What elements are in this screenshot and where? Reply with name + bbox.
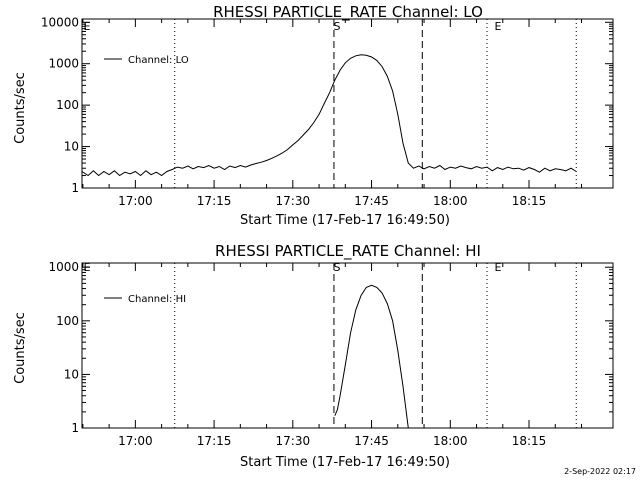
series	[81, 54, 577, 177]
guide-lines	[174, 19, 577, 188]
panel-hi: RHESSI PARTICLE_RATE Channel: HI Counts/…	[13, 242, 614, 470]
series-line	[81, 54, 577, 177]
x-tick-label: 17:15	[197, 194, 232, 208]
legend-label: Channel: HI	[128, 294, 186, 305]
timestamp: 2-Sep-2022 02:17	[564, 467, 636, 476]
x-tick-label: 18:00	[433, 194, 468, 208]
end-marker-label: E	[495, 20, 502, 33]
y-tick-label: 10	[64, 367, 79, 381]
y-axis-label: Counts/sec	[13, 72, 28, 144]
x-tick-label: 17:30	[276, 434, 311, 448]
x-tick-label: 17:15	[197, 434, 232, 448]
series	[334, 284, 409, 429]
x-tick-label: 17:45	[354, 194, 389, 208]
legend-label: Channel: LO	[128, 55, 189, 66]
plot-frame	[81, 262, 614, 429]
plot-frame	[81, 18, 614, 189]
x-axis-label: Start Time (17-Feb-17 16:49:50)	[240, 455, 450, 470]
x-ticks: 17:00 17:15 17:30 17:45 18:00 18:15	[82, 263, 583, 448]
x-tick-label: 18:15	[512, 434, 547, 448]
x-tick-label: 17:00	[118, 434, 153, 448]
y-ticks: 1 10 100 1000	[48, 260, 613, 435]
y-tick-label: 10	[64, 140, 79, 154]
y-tick-label: 100	[56, 314, 79, 328]
start-marker-label: S	[334, 261, 341, 274]
x-axis-label: Start Time (17-Feb-17 16:49:50)	[240, 213, 450, 228]
end-marker-label: E	[495, 261, 502, 274]
y-ticks: 1 10 100 1000 10000	[41, 15, 613, 195]
start-marker-label: S	[334, 20, 341, 33]
x-ticks: 17:00 17:15 17:30 17:45 18:00 18:15	[82, 19, 583, 208]
series-line	[334, 284, 409, 429]
y-tick-label: 1000	[48, 260, 79, 274]
chart-title: RHESSI PARTICLE_RATE Channel: LO	[213, 3, 483, 22]
x-tick-label: 17:00	[118, 194, 153, 208]
y-tick-label: 10000	[41, 15, 79, 29]
x-tick-label: 17:45	[354, 434, 389, 448]
y-tick-label: 1	[71, 181, 79, 195]
panel-lo: RHESSI PARTICLE_RATE Channel: LO Counts/…	[13, 3, 614, 228]
y-tick-label: 100	[56, 98, 79, 112]
x-tick-label: 17:30	[276, 194, 311, 208]
y-axis-label: Counts/sec	[13, 312, 28, 384]
guide-lines	[174, 263, 577, 428]
y-tick-label: 1000	[48, 57, 79, 71]
corner-marker-label: E	[84, 20, 91, 33]
chart-title: RHESSI PARTICLE_RATE Channel: HI	[215, 242, 481, 261]
x-tick-label: 18:15	[512, 194, 547, 208]
y-tick-label: 1	[71, 421, 79, 435]
x-tick-label: 18:00	[433, 434, 468, 448]
